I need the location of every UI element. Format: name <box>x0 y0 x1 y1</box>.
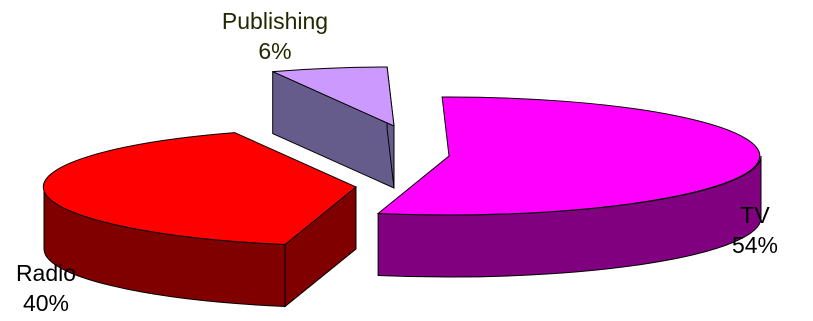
label-radio-name: Radio <box>15 260 77 286</box>
label-publishing: Publishing 6% <box>195 6 355 66</box>
label-radio: Radio 40% <box>0 258 92 318</box>
slice-radio-top <box>42 132 357 246</box>
label-tv-name: TV <box>740 202 770 228</box>
label-tv: TV 54% <box>700 200 810 260</box>
slice-publishing-top <box>272 66 395 127</box>
label-tv-percent: 54% <box>731 232 779 258</box>
label-radio-percent: 40% <box>22 290 70 316</box>
slice-radio <box>42 132 357 308</box>
label-publishing-name: Publishing <box>221 8 329 34</box>
slice-tv <box>376 96 762 278</box>
slice-publishing <box>272 66 395 189</box>
slice-tv-top <box>376 96 761 216</box>
label-publishing-percent: 6% <box>258 38 292 64</box>
